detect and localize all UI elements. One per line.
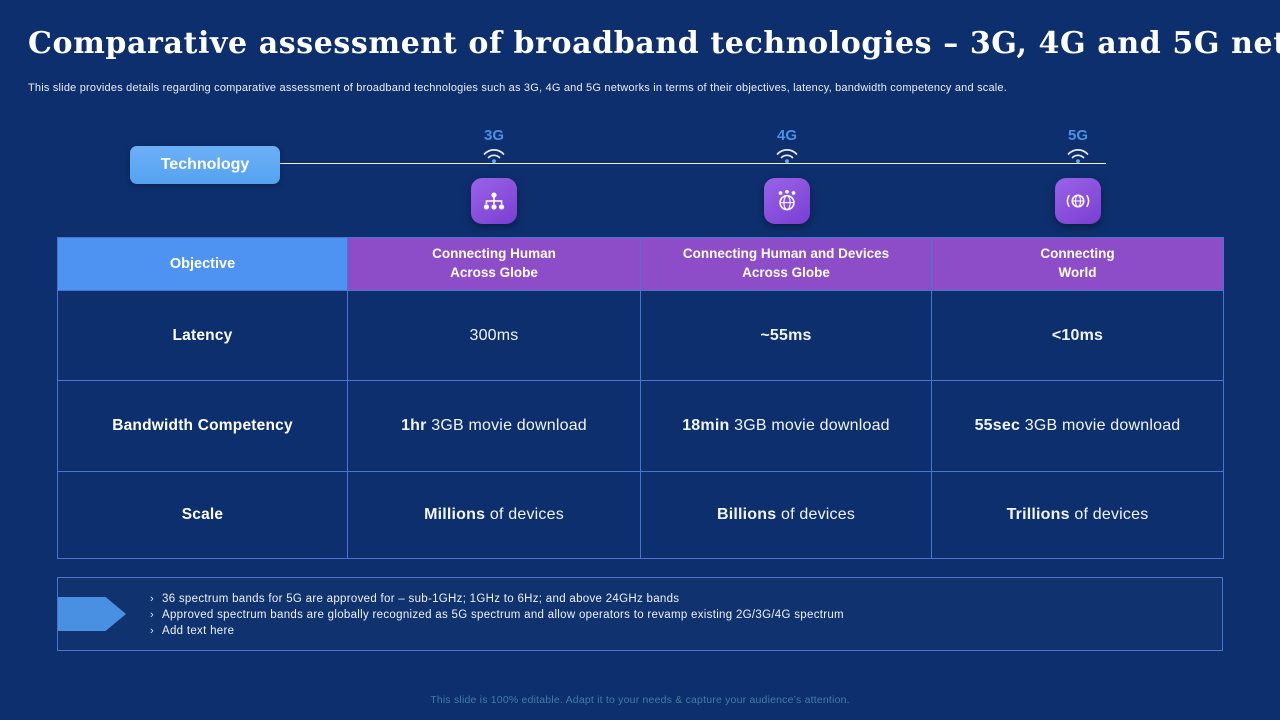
generation-label-5g: 5G <box>1067 127 1088 144</box>
generation-column-4g: 4G <box>717 127 857 224</box>
comparison-table: Objective Connecting Human Across Globe … <box>57 237 1224 559</box>
subtitle: This slide provides details regarding co… <box>28 82 1008 94</box>
row-label-latency: Latency <box>58 291 348 381</box>
generation-label-3g: 3G <box>483 127 504 144</box>
note-text: 36 spectrum bands for 5G are approved fo… <box>162 593 680 605</box>
cell-scale-5g: Trillions of devices <box>932 472 1224 559</box>
page-title: Comparative assessment of broadband tech… <box>28 26 1280 61</box>
cell-scale-3g: Millions of devices <box>348 472 641 559</box>
technology-button: Technology <box>130 146 280 184</box>
notes-list: › 36 spectrum bands for 5G are approved f… <box>142 591 844 639</box>
note-text: Add text here <box>162 625 235 637</box>
row-label-bandwidth: Bandwidth Competency <box>58 381 348 472</box>
wifi-signal-icon <box>1067 149 1089 164</box>
cell-latency-4g: ~55ms <box>641 291 932 381</box>
generation-column-3g: 3G <box>424 127 564 224</box>
technology-label: Technology <box>160 156 250 173</box>
cell-latency-3g: 300ms <box>348 291 641 381</box>
bullet-chevron-icon: › <box>150 609 154 621</box>
cell-bandwidth-4g: 18min 3GB movie download <box>641 381 932 472</box>
bullet-chevron-icon: › <box>150 593 154 605</box>
row-label-scale: Scale <box>58 472 348 559</box>
footer-note: This slide is 100% editable. Adapt it to… <box>430 694 850 706</box>
note-item: › Approved spectrum bands are globally re… <box>142 607 844 623</box>
table-header-objective: Objective <box>58 238 348 291</box>
table-header-objective-5g: Connecting World <box>932 238 1224 291</box>
arrow-icon <box>58 597 126 631</box>
notes-box: › 36 spectrum bands for 5G are approved f… <box>57 577 1223 651</box>
globe-signal-icon <box>1055 178 1101 224</box>
cell-scale-4g: Billions of devices <box>641 472 932 559</box>
cell-latency-5g: <10ms <box>932 291 1224 381</box>
wifi-signal-icon <box>483 149 505 164</box>
globe-users-icon <box>764 178 810 224</box>
generation-column-5g: 5G <box>1008 127 1148 224</box>
table-header-objective-3g: Connecting Human Across Globe <box>348 238 641 291</box>
cell-bandwidth-3g: 1hr 3GB movie download <box>348 381 641 472</box>
note-text: Approved spectrum bands are globally rec… <box>162 609 844 621</box>
timeline-line <box>280 163 1106 164</box>
network-hierarchy-icon <box>471 178 517 224</box>
note-item: › 36 spectrum bands for 5G are approved f… <box>142 591 844 607</box>
wifi-signal-icon <box>776 149 798 164</box>
note-item: › Add text here <box>142 623 844 639</box>
table-header-objective-4g: Connecting Human and Devices Across Glob… <box>641 238 932 291</box>
generation-label-4g: 4G <box>776 127 797 144</box>
cell-bandwidth-5g: 55sec 3GB movie download <box>932 381 1224 472</box>
bullet-chevron-icon: › <box>150 625 154 637</box>
